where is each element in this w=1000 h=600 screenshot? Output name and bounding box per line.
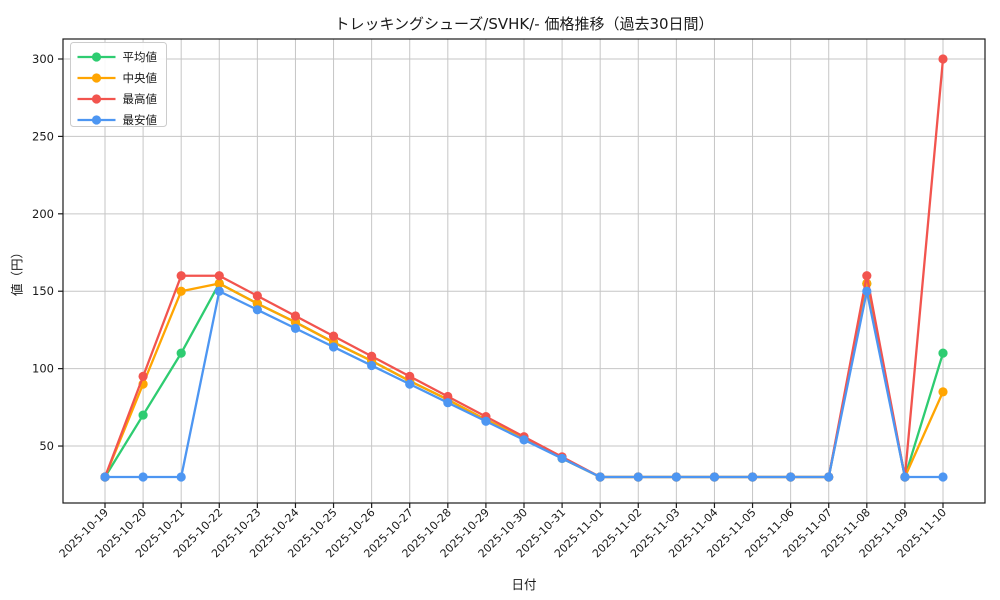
series-marker-highest: [405, 371, 415, 381]
series-marker-lowest: [938, 472, 948, 482]
series-marker-median: [214, 278, 224, 289]
series-marker-lowest: [481, 416, 491, 426]
series-marker-lowest: [747, 472, 758, 482]
series-marker-lowest: [367, 360, 377, 371]
y-tick-label: 300: [32, 52, 54, 66]
y-tick-label: 200: [32, 207, 54, 221]
series-marker-median: [938, 387, 948, 397]
series-marker-highest: [138, 371, 148, 381]
legend-marker-average: [91, 52, 102, 62]
series-marker-lowest: [252, 305, 262, 315]
series-marker-lowest: [824, 472, 834, 482]
series-marker-average: [176, 348, 186, 358]
legend-marker-lowest: [91, 115, 102, 125]
series-marker-average: [138, 410, 148, 420]
series-marker-lowest: [443, 398, 453, 408]
series-marker-highest: [367, 351, 377, 361]
y-axis-label: 値（円）: [9, 245, 25, 297]
series-marker-lowest: [519, 435, 529, 445]
x-axis-label: 日付: [511, 577, 537, 592]
legend-marker-highest: [91, 94, 102, 104]
series-marker-lowest: [900, 472, 910, 482]
legend-box: [70, 42, 167, 127]
series-marker-lowest: [405, 379, 415, 389]
y-tick-label: 250: [32, 129, 54, 143]
series-marker-lowest: [786, 472, 796, 482]
series-marker-lowest: [709, 472, 720, 482]
y-tick-label: 50: [39, 439, 54, 453]
series-marker-lowest: [595, 472, 605, 482]
series-marker-highest: [176, 271, 186, 281]
series-marker-lowest: [862, 286, 872, 296]
series-marker-lowest: [671, 472, 681, 482]
legend-marker-median: [91, 73, 102, 83]
series-marker-highest: [214, 271, 224, 281]
y-tick-label: 100: [32, 362, 54, 376]
series-marker-highest: [290, 311, 301, 321]
series-marker-lowest: [290, 323, 301, 333]
series-marker-lowest: [328, 342, 339, 352]
chart-title: トレッキングシューズ/SVHK/- 価格推移（過去30日間）: [334, 15, 714, 33]
series-marker-highest: [328, 331, 339, 341]
series-marker-lowest: [176, 472, 186, 482]
series-marker-lowest: [138, 472, 148, 482]
series-marker-median: [176, 286, 186, 296]
series-marker-lowest: [214, 286, 224, 296]
legend-label-median: 中央値: [123, 71, 158, 85]
legend-label-lowest: 最安値: [123, 113, 158, 127]
series-marker-lowest: [557, 453, 567, 464]
series-marker-highest: [938, 54, 948, 64]
legend-label-highest: 最高値: [123, 92, 158, 106]
series-marker-lowest: [100, 472, 110, 482]
series-marker-highest: [252, 291, 262, 301]
legend-label-average: 平均値: [123, 50, 158, 64]
series-marker-lowest: [633, 472, 643, 482]
series-marker-average: [938, 348, 948, 358]
y-tick-label: 150: [32, 284, 54, 298]
series-marker-highest: [862, 271, 872, 281]
